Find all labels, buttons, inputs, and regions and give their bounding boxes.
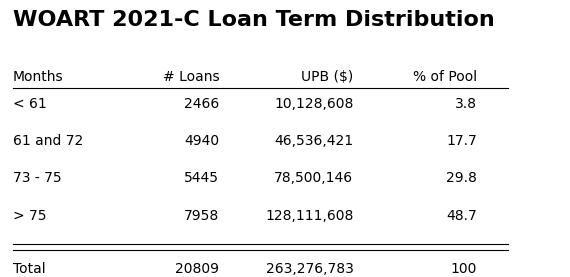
Text: 48.7: 48.7 xyxy=(446,209,477,223)
Text: 128,111,608: 128,111,608 xyxy=(265,209,353,223)
Text: 73 - 75: 73 - 75 xyxy=(13,171,62,186)
Text: 263,276,783: 263,276,783 xyxy=(266,262,353,276)
Text: Months: Months xyxy=(13,70,64,84)
Text: Total: Total xyxy=(13,262,46,276)
Text: 3.8: 3.8 xyxy=(455,97,477,111)
Text: 5445: 5445 xyxy=(184,171,219,186)
Text: 17.7: 17.7 xyxy=(446,134,477,148)
Text: > 75: > 75 xyxy=(13,209,47,223)
Text: 100: 100 xyxy=(451,262,477,276)
Text: # Loans: # Loans xyxy=(162,70,219,84)
Text: < 61: < 61 xyxy=(13,97,47,111)
Text: 10,128,608: 10,128,608 xyxy=(274,97,353,111)
Text: 46,536,421: 46,536,421 xyxy=(274,134,353,148)
Text: 61 and 72: 61 and 72 xyxy=(13,134,83,148)
Text: UPB ($): UPB ($) xyxy=(301,70,353,84)
Text: 20809: 20809 xyxy=(176,262,219,276)
Text: 7958: 7958 xyxy=(184,209,219,223)
Text: 29.8: 29.8 xyxy=(446,171,477,186)
Text: 78,500,146: 78,500,146 xyxy=(274,171,353,186)
Text: % of Pool: % of Pool xyxy=(413,70,477,84)
Text: 4940: 4940 xyxy=(184,134,219,148)
Text: WOART 2021-C Loan Term Distribution: WOART 2021-C Loan Term Distribution xyxy=(13,10,495,30)
Text: 2466: 2466 xyxy=(184,97,219,111)
